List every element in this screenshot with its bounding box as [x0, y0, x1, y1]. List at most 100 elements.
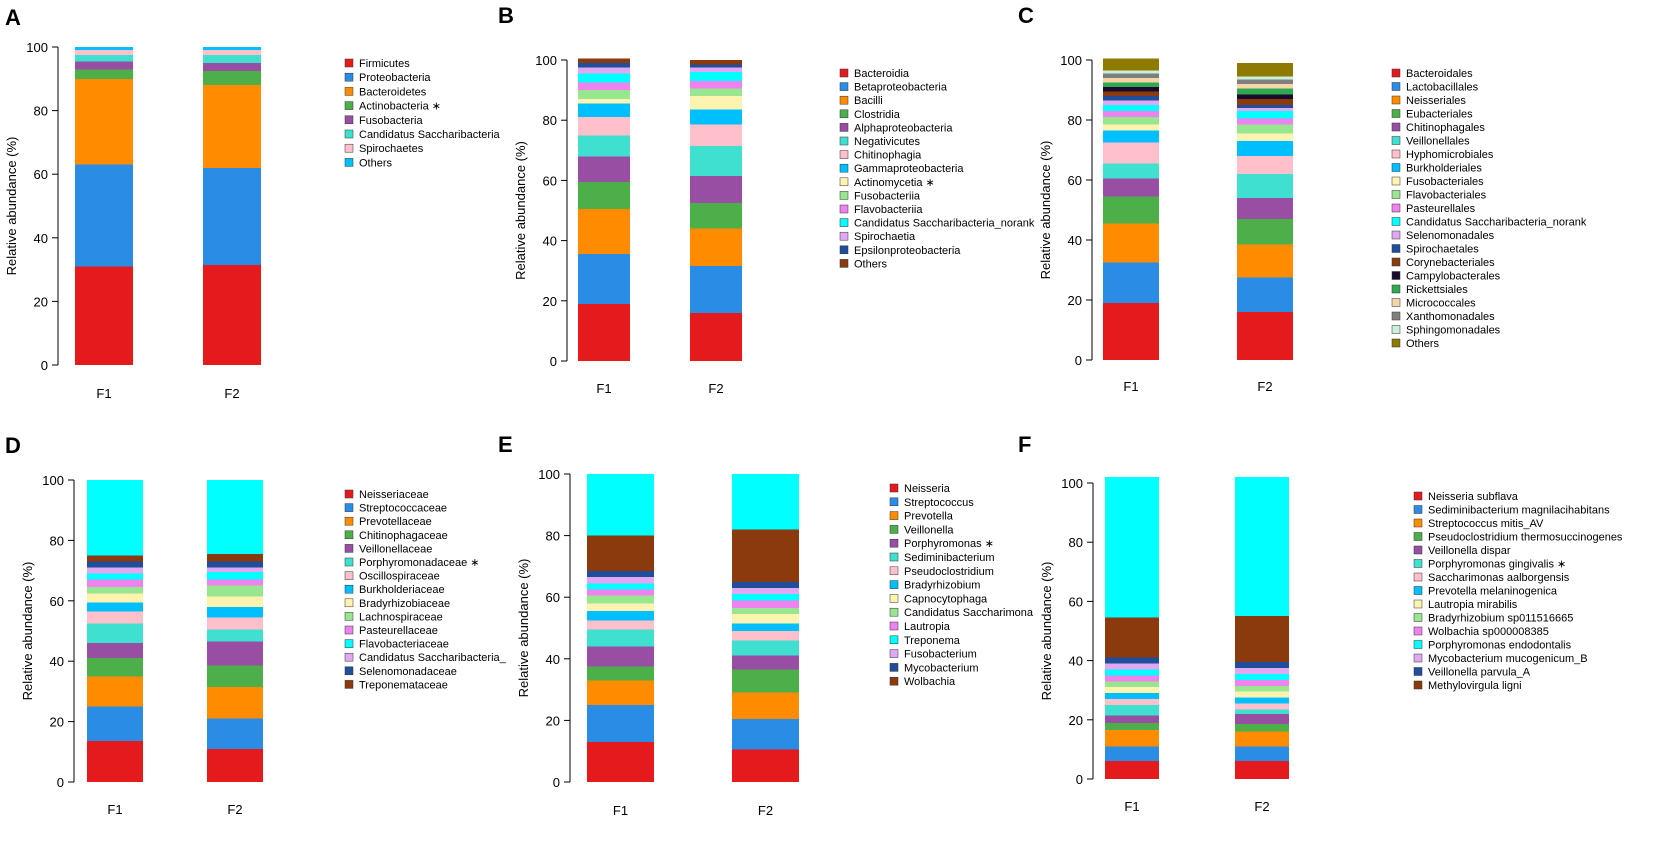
- bar-segment: [1237, 312, 1293, 360]
- bar-segment: [87, 587, 143, 594]
- bar-segment: [578, 82, 630, 91]
- bar-F1: [87, 480, 143, 782]
- y-tick-label: 0: [41, 358, 48, 373]
- y-tick-label: 80: [1068, 113, 1082, 128]
- legend-swatch: [1391, 203, 1401, 213]
- y-tick-label: 0: [57, 775, 64, 790]
- bar-segment: [87, 555, 143, 562]
- y-tick-label: 100: [26, 40, 48, 55]
- bar-segment: [1237, 244, 1293, 278]
- legend-swatch: [889, 566, 899, 576]
- bar-segment: [732, 692, 799, 719]
- legend-swatch: [344, 612, 354, 621]
- bar-segment: [578, 303, 630, 361]
- legend-swatch: [1413, 640, 1423, 649]
- legend-swatch: [1413, 545, 1423, 555]
- legend-label: Proteobacteria: [359, 72, 431, 84]
- legend-label: Neisseriales: [1406, 95, 1466, 107]
- legend-swatch: [344, 143, 354, 153]
- bar-segment: [1235, 616, 1289, 663]
- bar-segment: [732, 640, 799, 656]
- bar-segment: [578, 103, 630, 118]
- legend-label: Bradyrhizobiaceae: [359, 598, 450, 610]
- bar-segment: [690, 67, 742, 73]
- legend: Firmicutes Proteobacteria Bacteroidetes Act…: [344, 58, 501, 169]
- legend-swatch: [839, 163, 849, 173]
- bar-segment: [1237, 111, 1293, 119]
- y-tick-label: 40: [546, 652, 560, 667]
- bar-segment: [1235, 477, 1289, 617]
- bar-segment: [87, 480, 143, 556]
- legend-swatch: [839, 245, 849, 255]
- y-tick-label: 100: [1061, 476, 1083, 491]
- bar-segment: [690, 228, 742, 267]
- bar-segment: [207, 748, 263, 782]
- bar-segment: [1103, 70, 1159, 74]
- legend-swatch: [889, 511, 899, 520]
- legend-swatch: [1391, 82, 1401, 91]
- bar-segment: [1103, 58, 1159, 71]
- bar-segment: [1105, 657, 1159, 664]
- legend-swatch: [344, 101, 354, 110]
- bar-segment: [207, 665, 263, 687]
- y-axis-label: Relative abundance (%): [516, 559, 531, 698]
- legend-label: Burkholderiales: [1406, 163, 1482, 175]
- legend-label: Selenomonadales: [1406, 230, 1495, 242]
- legend-label: Rickettsiales: [1406, 284, 1468, 296]
- legend-swatch: [839, 259, 849, 268]
- x-category-label: F2: [758, 803, 773, 818]
- legend-label: Streptococcus: [904, 497, 974, 509]
- legend-swatch: [1391, 68, 1401, 78]
- bar-segment: [1237, 108, 1293, 111]
- panel-label: E: [498, 432, 513, 457]
- bar-segment: [578, 63, 630, 68]
- bar-segment: [1237, 133, 1293, 141]
- bar-segment: [578, 73, 630, 83]
- legend-swatch: [344, 87, 354, 96]
- bar-segment: [203, 54, 261, 63]
- bar-segment: [1105, 705, 1159, 716]
- y-tick-label: 40: [1068, 233, 1082, 248]
- bar-segment: [207, 585, 263, 597]
- bar-segment: [578, 156, 630, 182]
- bar-segment: [1103, 82, 1159, 87]
- bar-segment: [1235, 691, 1289, 698]
- legend-swatch: [344, 680, 354, 689]
- bar-segment: [1237, 105, 1293, 108]
- bar-segment: [1235, 697, 1289, 704]
- legend-label: Candidatus Saccharibacteria_: [359, 652, 507, 664]
- legend-swatch: [839, 95, 849, 105]
- y-axis-label: Relative abundance (%): [1038, 141, 1053, 280]
- legend-swatch: [1391, 176, 1401, 186]
- bar-segment: [1237, 76, 1293, 80]
- legend-swatch: [889, 580, 899, 589]
- legend-label: Others: [1406, 338, 1440, 350]
- legend-label: Veillonella: [904, 524, 954, 536]
- bar-segment: [1103, 130, 1159, 143]
- bar-segment: [1237, 124, 1293, 134]
- bar-segment: [690, 60, 742, 65]
- bar-segment: [207, 641, 263, 666]
- bar-segment: [207, 596, 263, 607]
- bar-segment: [690, 109, 742, 125]
- bar-segment: [578, 99, 630, 104]
- legend-label: Pasteurellaceae: [359, 625, 438, 637]
- legend-label: Neisseria subflava: [1428, 491, 1519, 503]
- bar-segment: [690, 88, 742, 97]
- panel-E: E 0 20 40 60 80 100 Relative abundance (%) F1 F2 N…: [498, 432, 1034, 818]
- legend-label: Fusobacteriia: [854, 190, 921, 202]
- bar-segment: [690, 145, 742, 176]
- legend-label: Selenomonadaceae: [359, 666, 457, 678]
- bar-segment: [1235, 724, 1289, 732]
- bar-segment: [1237, 277, 1293, 312]
- bar-segment: [1235, 685, 1289, 692]
- bar-F1: [1105, 477, 1159, 779]
- legend-swatch: [889, 621, 899, 631]
- bar-F2: [203, 47, 261, 365]
- bar-segment: [732, 718, 799, 750]
- y-tick-label: 80: [34, 104, 48, 119]
- y-tick-label: 0: [1075, 353, 1082, 368]
- legend-swatch: [1391, 311, 1401, 321]
- legend-swatch: [1413, 653, 1423, 663]
- legend-label: Bacteroidetes: [359, 86, 427, 98]
